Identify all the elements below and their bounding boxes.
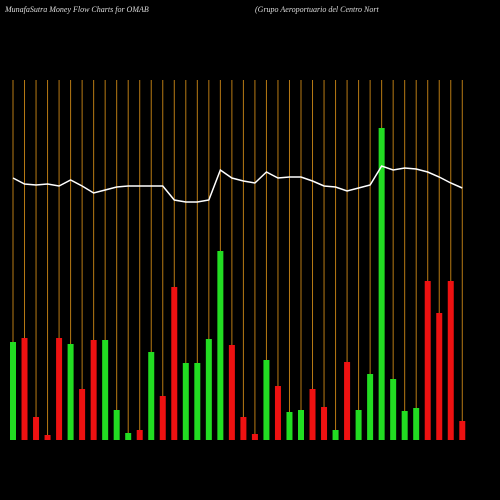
bar bbox=[125, 433, 132, 440]
bar bbox=[21, 338, 28, 440]
bar bbox=[413, 408, 420, 440]
bar bbox=[182, 363, 189, 440]
chart-title: MunafaSutra Money Flow Charts for OMAB bbox=[4, 5, 149, 14]
bar bbox=[436, 313, 443, 440]
bar bbox=[263, 360, 270, 440]
bar bbox=[332, 430, 339, 440]
bar bbox=[355, 410, 362, 440]
bar bbox=[113, 410, 120, 440]
bar bbox=[298, 410, 304, 440]
bar bbox=[56, 338, 63, 440]
bar bbox=[240, 417, 247, 440]
bar bbox=[447, 281, 454, 440]
bar bbox=[171, 287, 178, 440]
bar bbox=[390, 379, 397, 440]
chart-subtitle: (Grupo Aeroportuario del Centro Nort bbox=[255, 5, 379, 14]
bar bbox=[136, 430, 143, 440]
bar bbox=[274, 386, 281, 440]
bar bbox=[205, 339, 212, 440]
bar bbox=[321, 407, 328, 440]
bar bbox=[159, 396, 166, 440]
bar bbox=[44, 435, 51, 440]
bar bbox=[367, 374, 374, 440]
bar bbox=[401, 411, 408, 440]
bar bbox=[251, 434, 258, 440]
bar bbox=[217, 251, 224, 440]
bar bbox=[228, 345, 235, 440]
bar bbox=[344, 362, 351, 440]
bar bbox=[33, 417, 40, 440]
bar bbox=[194, 363, 201, 440]
money-flow-line bbox=[12, 165, 463, 203]
bar bbox=[67, 344, 74, 440]
bar bbox=[459, 421, 466, 440]
bar bbox=[286, 412, 293, 440]
bar bbox=[79, 389, 86, 440]
bar bbox=[10, 342, 16, 440]
bar bbox=[102, 340, 109, 440]
bar bbox=[90, 340, 97, 440]
bar bbox=[309, 389, 316, 440]
bar bbox=[378, 128, 385, 440]
bar bbox=[424, 281, 431, 440]
bar bbox=[148, 352, 155, 440]
